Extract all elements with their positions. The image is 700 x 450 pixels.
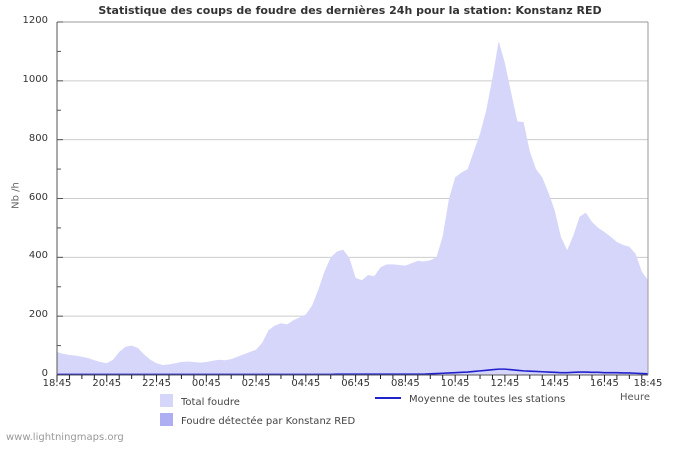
x-axis-ticks — [56, 375, 643, 381]
y-tick-label: 400 — [28, 250, 48, 262]
legend-label-station-foudre: Foudre détectée par Konstanz RED — [181, 416, 356, 427]
x-tick-label: 08:45 — [390, 378, 420, 389]
x-tick-label: 22:45 — [142, 378, 171, 389]
y-axis-ticks — [57, 21, 63, 376]
legend-item-total-foudre[interactable]: Total foudre — [160, 394, 240, 408]
x-tick-label: 12:45 — [490, 378, 520, 389]
x-tick-label: 14:45 — [540, 378, 570, 389]
y-tick-label: 800 — [28, 132, 48, 144]
x-tick-label: 20:45 — [92, 378, 122, 389]
x-tick-label: 00:45 — [191, 378, 221, 389]
x-tick-label: 18:45 — [42, 378, 72, 389]
chart-title: Statistique des coups de foudre des dern… — [98, 4, 602, 17]
legend-label-total-foudre: Total foudre — [181, 397, 240, 408]
x-tick-label: 18:45 — [633, 378, 663, 389]
legend-label-moyenne: Moyenne de toutes les stations — [409, 394, 566, 405]
footer-watermark: www.lightningmaps.org — [6, 432, 124, 443]
x-tick-label: 16:45 — [590, 378, 619, 389]
legend-swatch-total-foudre — [160, 394, 173, 407]
x-tick-label: 04:45 — [291, 378, 321, 389]
y-tick-label: 0 — [41, 368, 48, 379]
x-tick-label: 10:45 — [440, 378, 470, 389]
area-total-foudre — [57, 41, 648, 376]
x-tick-label: 02:45 — [241, 378, 271, 389]
x-axis-label: Heure — [619, 392, 651, 403]
y-tick-label: 1200 — [22, 15, 48, 26]
y-tick-label: 1000 — [22, 73, 48, 85]
legend-item-moyenne[interactable]: Moyenne de toutes les stations — [375, 394, 565, 405]
x-tick-label: 06:45 — [341, 378, 371, 389]
legend-item-station-foudre[interactable]: Foudre détectée par Konstanz RED — [160, 413, 355, 427]
line-moyenne — [57, 368, 649, 376]
legend-swatch-station-foudre — [160, 413, 173, 426]
legend-line-moyenne — [375, 397, 401, 399]
y-tick-label: 200 — [28, 309, 48, 321]
y-tick-label: 600 — [28, 191, 48, 203]
